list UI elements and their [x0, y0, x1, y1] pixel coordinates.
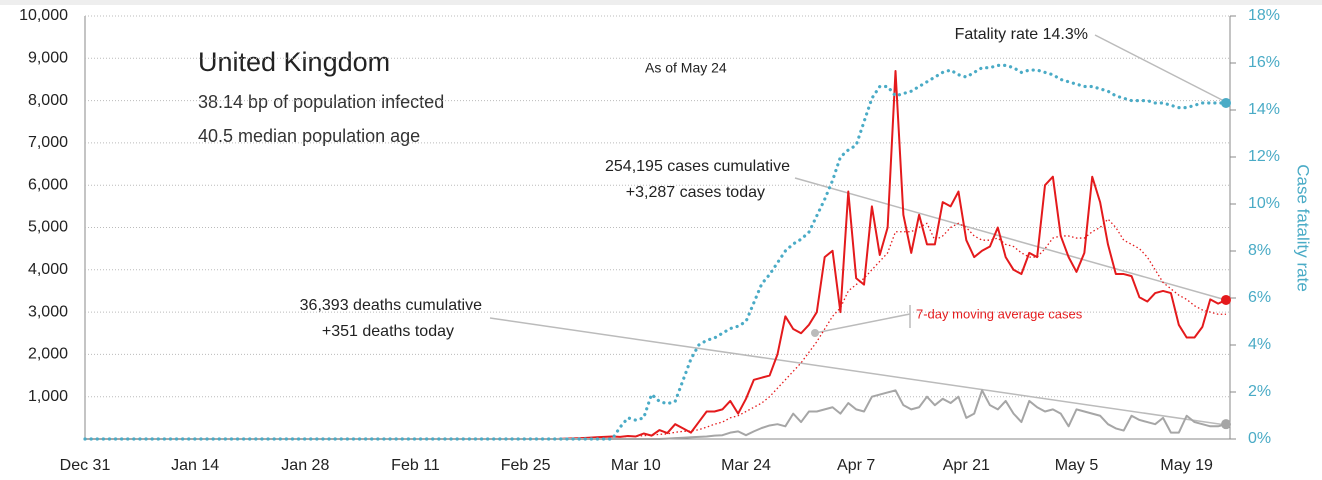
- x-tick-label: Feb 25: [501, 457, 551, 474]
- top-bar: [0, 0, 1322, 5]
- y2-tick-label: 8%: [1248, 242, 1271, 259]
- subtitle: 38.14 bp of population infected: [198, 92, 444, 112]
- cases-note: +3,287 cases today: [626, 184, 765, 201]
- y2-tick-label: 4%: [1248, 336, 1271, 353]
- subtitle: 40.5 median population age: [198, 126, 420, 146]
- x-tick-label: Apr 21: [943, 457, 990, 474]
- leader-dot: [811, 329, 819, 337]
- y-tick-label: 7,000: [28, 134, 68, 151]
- y2-tick-label: 18%: [1248, 7, 1280, 24]
- cases-note: 254,195 cases cumulative: [605, 158, 790, 175]
- x-tick-label: Jan 28: [281, 457, 329, 474]
- y2-tick-label: 14%: [1248, 101, 1280, 118]
- x-tick-label: May 5: [1055, 457, 1099, 474]
- x-tick-label: Mar 24: [721, 457, 771, 474]
- x-tick-label: Mar 10: [611, 457, 661, 474]
- y2-tick-label: 2%: [1248, 383, 1271, 400]
- leader-line: [489, 317, 1227, 426]
- y-tick-label: 1,000: [28, 388, 68, 405]
- ma-note: 7-day moving average cases: [916, 306, 1083, 321]
- y2-tick-label: 0%: [1248, 430, 1271, 447]
- leader-line: [1094, 34, 1227, 103]
- end-dot: [1221, 419, 1231, 430]
- y-tick-label: 10,000: [19, 7, 68, 24]
- leader-line: [814, 313, 911, 334]
- x-tick-label: Jan 14: [171, 457, 219, 474]
- y-tick-label: 4,000: [28, 261, 68, 278]
- y-tick-label: 2,000: [28, 346, 68, 363]
- y-tick-label: 3,000: [28, 303, 68, 320]
- series-line: [83, 63, 1228, 441]
- y-tick-label: 5,000: [28, 219, 68, 236]
- y-tick-label: 6,000: [28, 176, 68, 193]
- deaths-note: +351 deaths today: [322, 323, 454, 340]
- leader-line: [794, 177, 1227, 301]
- y2-tick-label: 6%: [1248, 289, 1271, 306]
- x-tick-label: Feb 11: [391, 457, 440, 474]
- y2-tick-label: 12%: [1248, 148, 1280, 165]
- deaths-note: 36,393 deaths cumulative: [300, 297, 482, 314]
- y2-tick-label: 10%: [1248, 195, 1280, 212]
- y-tick-label: 9,000: [28, 50, 68, 67]
- as-of: As of May 24: [645, 60, 727, 76]
- end-dot: [1221, 294, 1231, 305]
- y2-axis-title: Case fatality rate: [1294, 164, 1313, 292]
- chart-title: United Kingdom: [198, 47, 390, 77]
- y-tick-label: 8,000: [28, 92, 68, 109]
- end-dot: [1221, 97, 1231, 108]
- x-tick-label: Dec 31: [60, 457, 111, 474]
- x-tick-label: Apr 7: [837, 457, 875, 474]
- x-tick-label: May 19: [1160, 457, 1213, 474]
- y2-tick-label: 16%: [1248, 54, 1280, 71]
- fatality-note: Fatality rate 14.3%: [955, 26, 1088, 43]
